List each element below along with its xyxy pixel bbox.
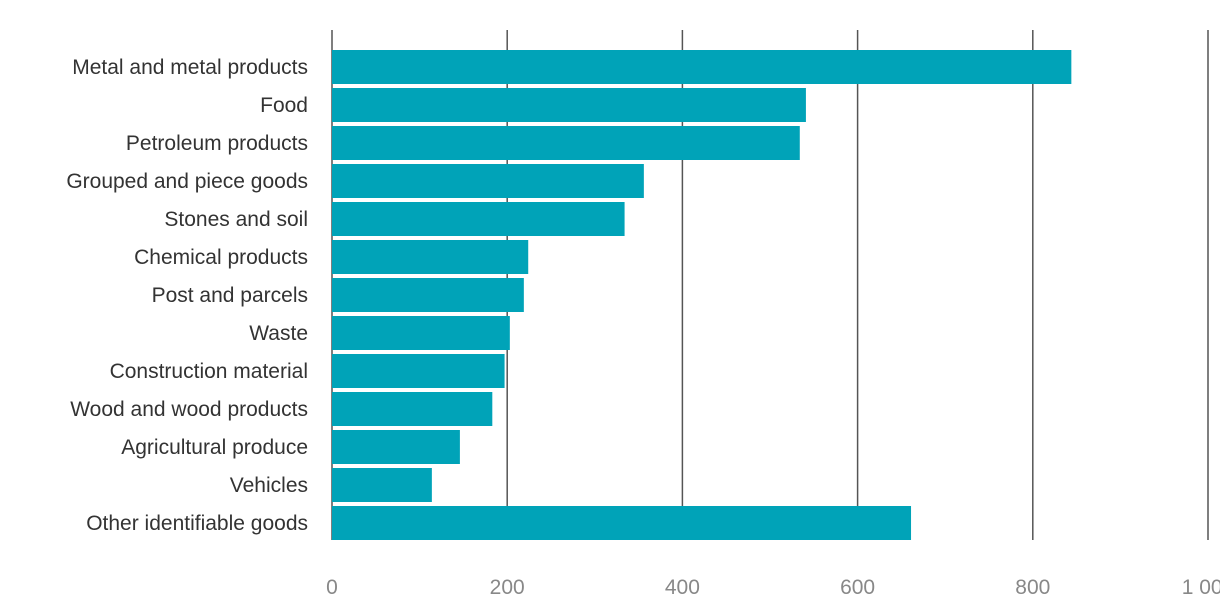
bar <box>332 88 806 122</box>
category-label: Chemical products <box>134 246 308 269</box>
bar <box>332 278 524 312</box>
bar <box>332 354 505 388</box>
bar <box>332 468 432 502</box>
category-label: Food <box>260 94 308 117</box>
bar <box>332 50 1072 84</box>
bar <box>332 164 644 198</box>
x-tick-label: 1 000 <box>1182 576 1220 599</box>
category-label: Petroleum products <box>126 132 308 155</box>
category-label: Metal and metal products <box>72 56 308 79</box>
x-axis-tick-labels: 0 200 400 600 800 1 000 <box>326 576 1220 599</box>
x-tick-label: 0 <box>326 576 338 599</box>
x-tick-label: 600 <box>840 576 875 599</box>
bar <box>332 430 460 464</box>
category-label: Vehicles <box>230 474 308 497</box>
bar <box>332 316 510 350</box>
bar <box>332 126 800 160</box>
category-label: Stones and soil <box>164 208 308 231</box>
category-label: Agricultural produce <box>121 436 308 459</box>
bar <box>332 506 912 540</box>
bar <box>332 240 529 274</box>
category-label: Construction material <box>110 360 308 383</box>
category-label: Grouped and piece goods <box>66 170 308 193</box>
bar <box>332 392 493 426</box>
x-tick-label: 800 <box>1015 576 1050 599</box>
x-tick-label: 200 <box>490 576 525 599</box>
category-label: Waste <box>249 322 308 345</box>
bar <box>332 202 625 236</box>
category-label: Post and parcels <box>152 284 308 307</box>
bars <box>332 50 1072 540</box>
category-label: Wood and wood products <box>70 398 308 421</box>
category-label: Other identifiable goods <box>86 512 308 535</box>
category-labels: Metal and metal products Food Petroleum pr… <box>66 56 308 535</box>
x-tick-label: 400 <box>665 576 700 599</box>
